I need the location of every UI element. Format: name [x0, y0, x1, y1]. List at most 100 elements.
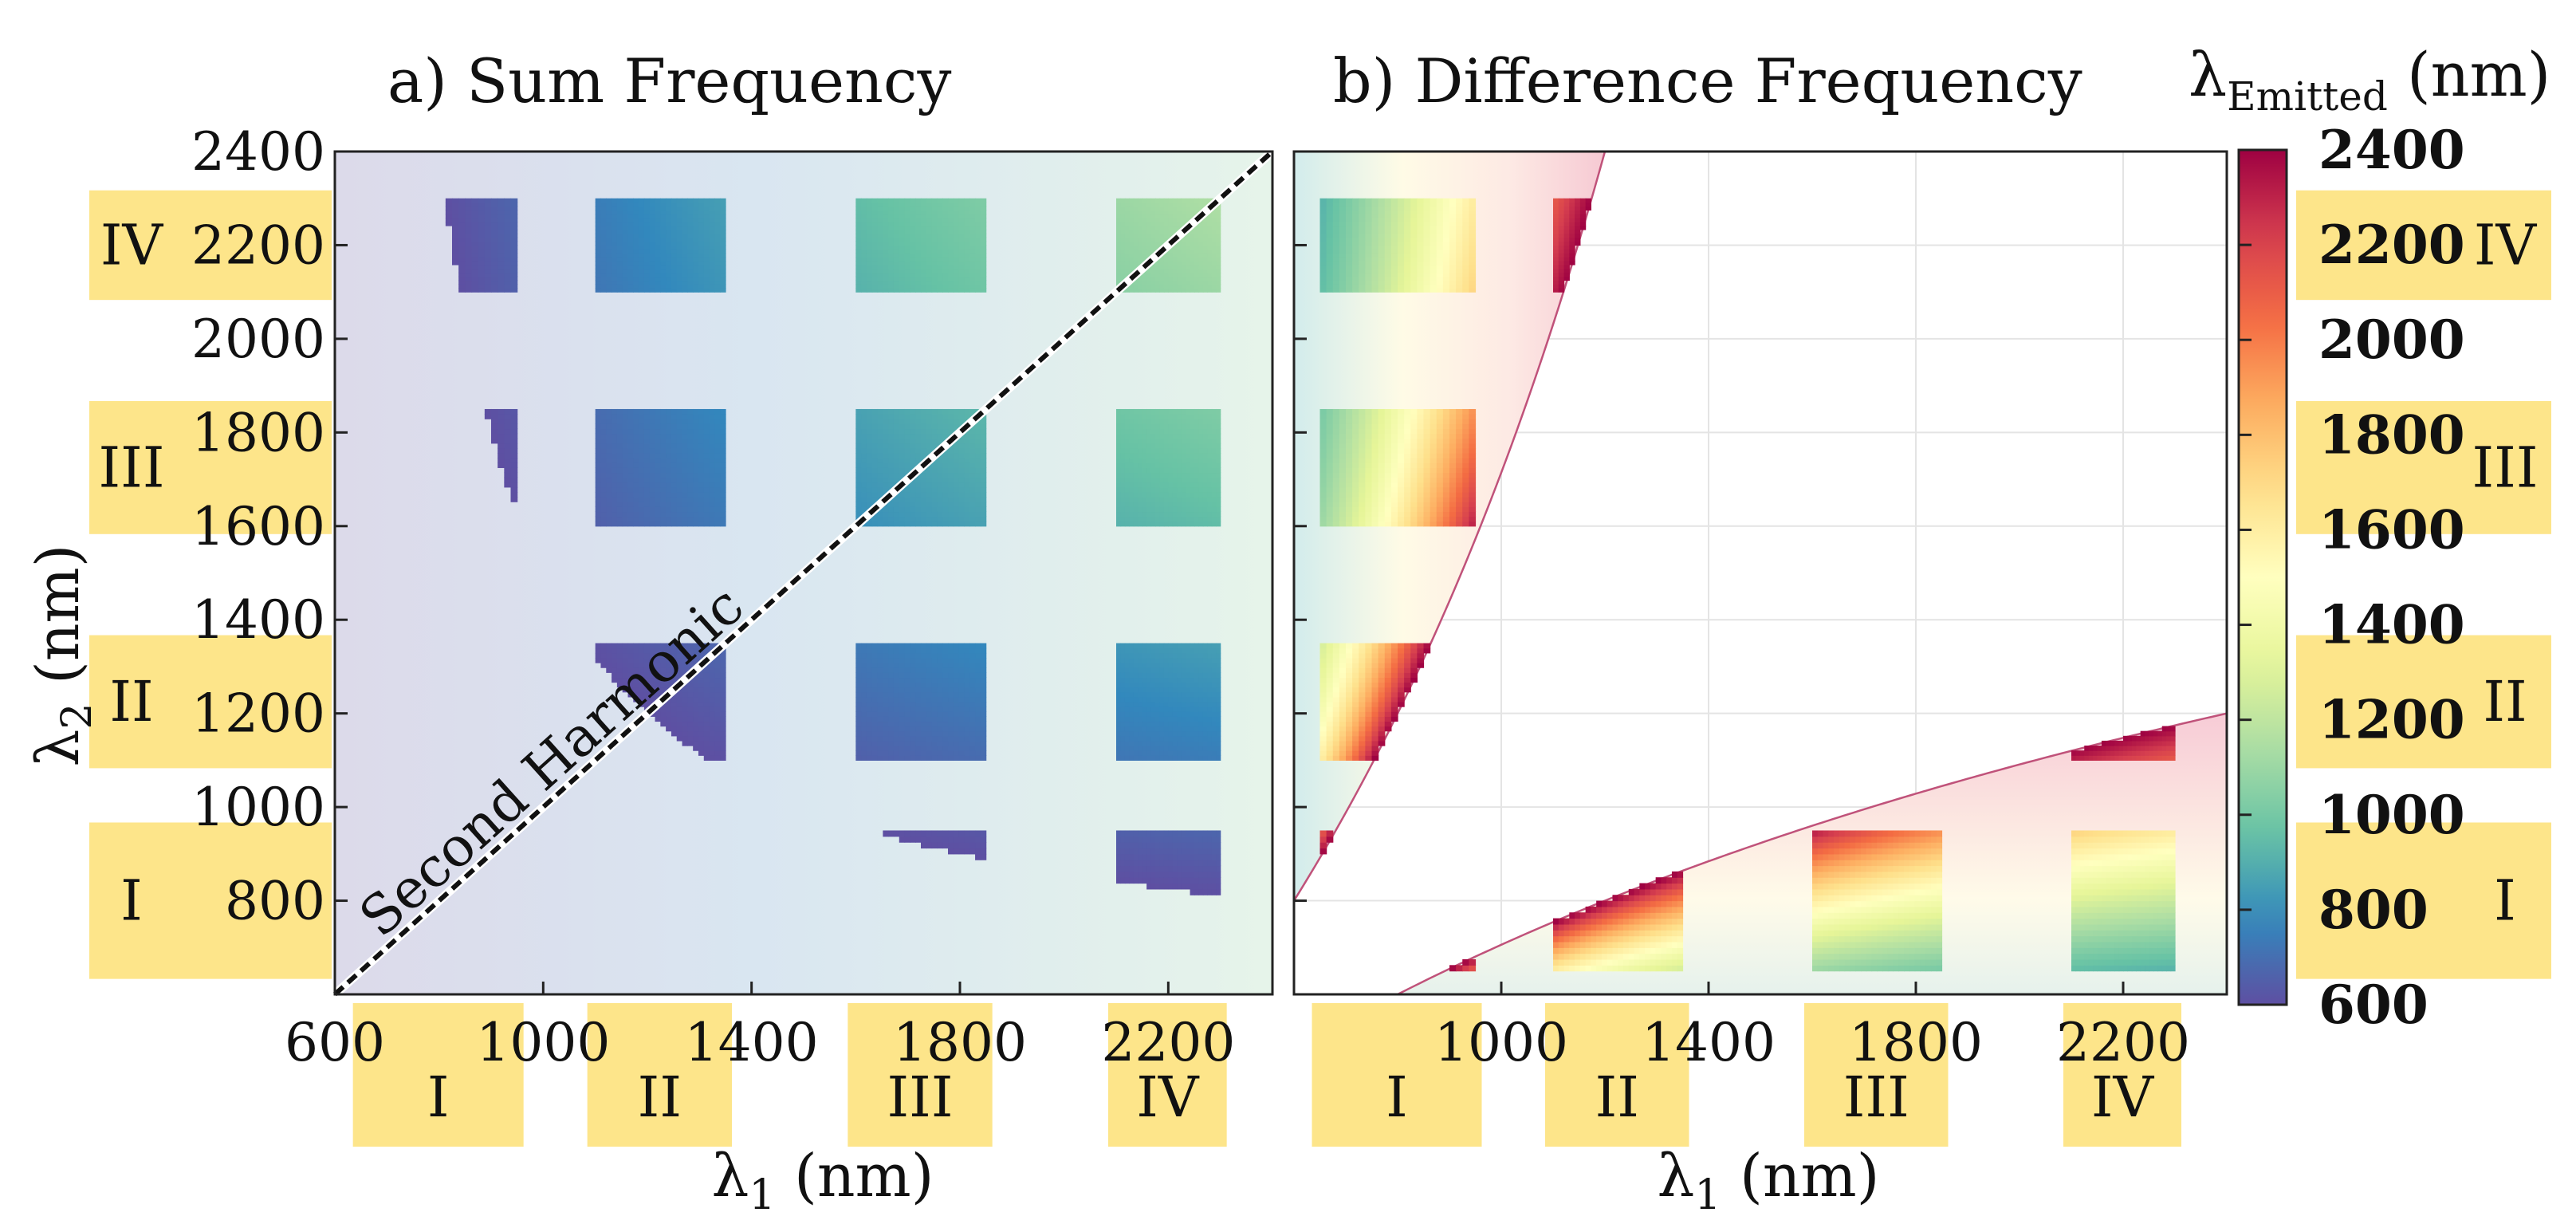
sum-cell [633, 511, 639, 518]
sum-cell [969, 497, 976, 502]
sum-cell [1124, 482, 1130, 488]
sum-cell [612, 419, 618, 424]
sum-cell [643, 202, 651, 207]
sum-cell [622, 502, 629, 507]
sum-cell [709, 730, 715, 737]
sum-cell [633, 691, 639, 698]
sum-cell [643, 672, 651, 679]
sum-cell [871, 657, 879, 663]
sum-cell [1207, 701, 1213, 707]
sum-cell [709, 237, 715, 242]
sum-cell [910, 249, 916, 254]
sum-cell [643, 443, 651, 449]
sum-cell [866, 280, 873, 285]
sum-cell [958, 284, 966, 289]
sum-cell [643, 428, 651, 435]
sum-cell [855, 701, 862, 707]
sum-cell [975, 830, 981, 837]
sum-cell [1211, 746, 1217, 751]
sum-cell [1194, 711, 1200, 717]
sum-cell [639, 280, 645, 285]
sum-cell [595, 462, 602, 468]
sum-cell [1177, 657, 1182, 663]
sum-cell [676, 467, 683, 474]
sum-cell [510, 225, 518, 230]
sum-cell [871, 667, 879, 673]
sum-cell [899, 663, 906, 668]
sum-cell [975, 677, 981, 683]
sum-cell [958, 663, 966, 668]
sum-cell [1138, 877, 1143, 884]
sum-cell [714, 280, 721, 285]
sum-cell [649, 691, 656, 698]
sum-cell [1186, 497, 1191, 502]
sum-cell [627, 414, 634, 419]
sum-cell [627, 284, 634, 289]
sum-cell [1202, 696, 1208, 703]
sum-cell [616, 672, 623, 679]
sum-cell [915, 272, 922, 277]
sum-cell [948, 735, 954, 742]
sum-cell [649, 491, 656, 498]
sum-cell [1163, 462, 1169, 468]
sum-cell [866, 755, 873, 761]
sum-cell [861, 249, 867, 254]
sum-cell [1207, 735, 1213, 742]
sum-cell [478, 284, 486, 289]
sum-cell [655, 408, 661, 415]
sum-cell [888, 652, 895, 659]
sum-cell [1168, 877, 1174, 884]
sum-cell [1190, 667, 1195, 673]
sum-cell [1142, 711, 1147, 717]
sum-cell [491, 245, 498, 250]
sum-cell [866, 497, 873, 502]
sum-cell [633, 233, 639, 238]
sum-cell [1116, 408, 1122, 415]
sum-cell [904, 419, 910, 424]
sum-cell [942, 682, 949, 688]
sum-cell [1198, 711, 1204, 717]
sum-cell [1194, 682, 1200, 688]
sum-cell [703, 691, 710, 698]
sum-cell [1142, 755, 1147, 761]
sum-cell [1194, 458, 1200, 463]
sum-cell [964, 755, 970, 761]
sum-cell [855, 721, 862, 727]
sum-cell [921, 472, 927, 478]
sum-cell [720, 516, 726, 522]
sum-cell [964, 214, 970, 218]
sum-cell [491, 233, 498, 238]
sum-cell [612, 280, 618, 285]
sum-cell [910, 433, 916, 439]
sum-cell [655, 511, 661, 518]
sum-cell [1168, 883, 1174, 890]
sum-cell [953, 261, 960, 266]
sum-cell [649, 202, 656, 207]
sum-cell [682, 206, 688, 211]
sum-cell [904, 268, 910, 274]
sum-cell [649, 229, 656, 234]
x-band-box [587, 1003, 732, 1147]
sum-cell [714, 443, 721, 449]
sum-cell [1216, 643, 1221, 649]
sum-cell [595, 419, 602, 424]
sum-cell [622, 663, 629, 668]
sum-cell [1190, 453, 1195, 459]
sum-cell [1186, 482, 1191, 488]
sum-cell [627, 467, 634, 474]
sum-cell [866, 408, 873, 415]
sum-cell [926, 467, 933, 474]
sum-cell [942, 506, 949, 513]
sum-cell [504, 257, 512, 262]
sum-cell [1124, 877, 1130, 884]
sum-cell [1190, 438, 1195, 444]
sum-cell [1163, 687, 1169, 693]
sum-cell [643, 198, 651, 203]
sum-cell [1168, 506, 1174, 513]
sum-cell [595, 257, 602, 262]
sum-cell [937, 502, 943, 507]
sum-cell [871, 288, 879, 293]
sum-cell [698, 225, 705, 230]
sum-cell [904, 735, 910, 742]
sum-cell [1207, 516, 1213, 522]
